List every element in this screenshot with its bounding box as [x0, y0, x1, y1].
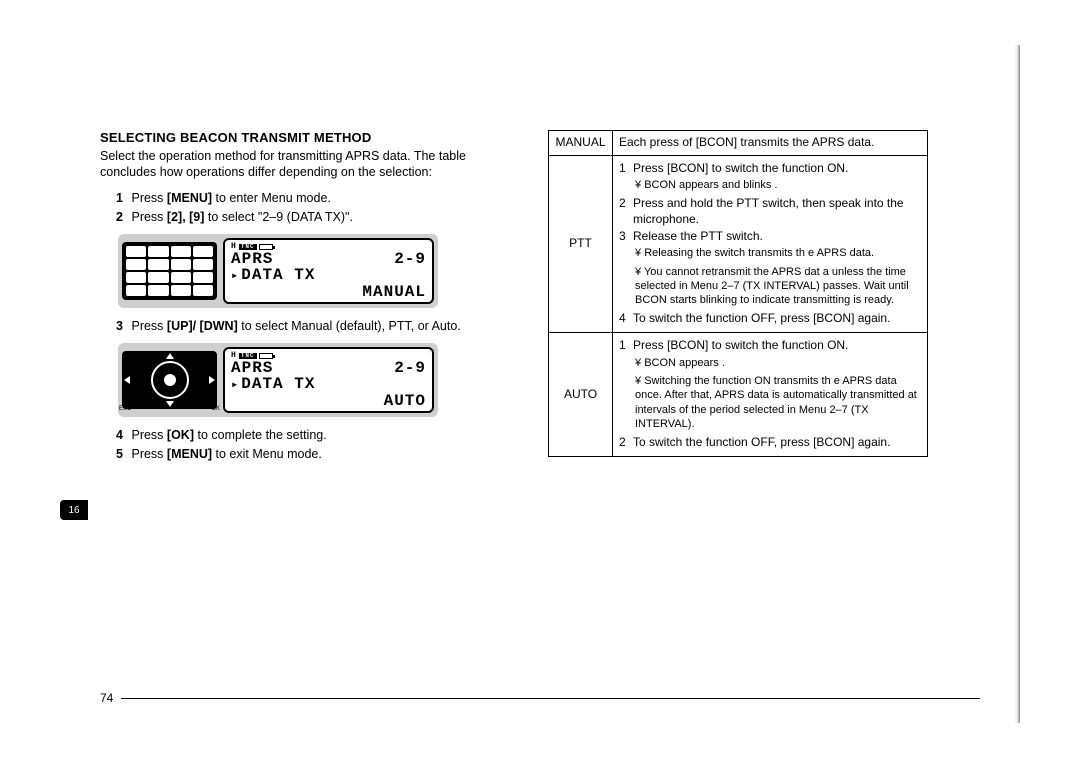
mode-cell-ptt: PTT — [549, 155, 613, 332]
step-number: 5 — [116, 446, 128, 463]
step-number: 4 — [116, 427, 128, 444]
section-tab-number: 16 — [68, 505, 79, 516]
keypad-icon — [122, 242, 217, 300]
lcd-line1-right: 2-9 — [394, 251, 426, 267]
lcd-mode-line: AUTO — [231, 393, 426, 409]
lcd-line-2: DATA TX — [231, 376, 426, 392]
transmit-modes-table: MANUAL Each press of [BCON] transmits th… — [548, 130, 928, 457]
auto-sub-2: Switching the function ON transmits th e… — [635, 374, 921, 431]
steps-1-2: 1 Press [MENU] to enter Menu mode. 2 Pre… — [100, 190, 520, 226]
footer-rule — [121, 698, 980, 699]
ptt-steps: 1Press [BCON] to switch the function ON. — [619, 161, 921, 177]
manual-page: 16 SELECTING BEACON TRANSMIT METHOD Sele… — [0, 0, 1080, 763]
ptt-step-1: Press [BCON] to switch the function ON. — [633, 161, 921, 177]
lcd-mode-line: MANUAL — [231, 284, 426, 300]
lcd-line2-left: DATA TX — [231, 267, 315, 283]
right-column: MANUAL Each press of [BCON] transmits th… — [548, 130, 928, 683]
step-text-post: to enter Menu mode. — [212, 191, 331, 205]
mode-desc-ptt: 1Press [BCON] to switch the function ON.… — [613, 155, 928, 332]
step-2: 2 Press [2], [9] to select "2–9 (DATA TX… — [116, 209, 520, 226]
steps-3: 3 Press [UP]/ [DWN] to select Manual (de… — [100, 318, 520, 335]
lcd-display-2: H TNC APRS 2-9 DATA TX AUTO — [223, 347, 434, 413]
table-row: AUTO 1Press [BCON] to switch the functio… — [549, 333, 928, 457]
step-text-post: to complete the setting. — [194, 428, 327, 442]
step-text-pre: Press — [131, 319, 166, 333]
auto-steps: 1Press [BCON] to switch the function ON. — [619, 338, 921, 354]
two-column-layout: 16 SELECTING BEACON TRANSMIT METHOD Sele… — [60, 45, 1020, 723]
step-number: 1 — [116, 190, 128, 207]
intro-paragraph: Select the operation method for transmit… — [100, 149, 520, 180]
step-text-pre: Press — [131, 428, 166, 442]
step-text-bold: [MENU] — [167, 447, 212, 461]
step-text-post: to select "2–9 (DATA TX)". — [204, 210, 353, 224]
lcd-display-1: H TNC APRS 2-9 DATA TX MANUAL — [223, 238, 434, 304]
ptt-sub-2: Releasing the switch transmits th e APRS… — [635, 246, 921, 260]
ptt-sub-3: You cannot retransmit the APRS dat a unl… — [635, 265, 921, 308]
lcd-line1-right: 2-9 — [394, 360, 426, 376]
battery-icon — [259, 244, 273, 250]
section-heading: SELECTING BEACON TRANSMIT METHOD — [100, 130, 520, 145]
step-text-post: to select Manual (default), PTT, or Auto… — [238, 319, 461, 333]
ptt-step-4: To switch the function OFF, press [BCON]… — [633, 311, 921, 327]
battery-icon — [259, 353, 273, 359]
step-5: 5 Press [MENU] to exit Menu mode. — [116, 446, 520, 463]
mode-cell-auto: AUTO — [549, 333, 613, 457]
auto-step-2: To switch the function OFF, press [BCON]… — [633, 435, 921, 451]
page-footer: 74 — [100, 691, 980, 705]
steps-4-5: 4 Press [OK] to complete the setting. 5 … — [100, 427, 520, 463]
lcd-line-2: DATA TX — [231, 267, 426, 283]
section-tab: 16 — [60, 500, 88, 520]
device-illustration-joypad: ESCOK H TNC APRS 2-9 DATA TX — [118, 343, 438, 417]
joypad-icon: ESCOK — [122, 351, 217, 409]
mode-desc-auto: 1Press [BCON] to switch the function ON.… — [613, 333, 928, 457]
page-shadow — [1014, 45, 1020, 723]
auto-step-1: Press [BCON] to switch the function ON. — [633, 338, 921, 354]
ptt-step-2: Press and hold the PTT switch, then spea… — [633, 196, 921, 227]
step-3: 3 Press [UP]/ [DWN] to select Manual (de… — [116, 318, 520, 335]
step-4: 4 Press [OK] to complete the setting. — [116, 427, 520, 444]
mode-cell-manual: MANUAL — [549, 131, 613, 156]
lcd-line2-left: DATA TX — [231, 376, 315, 392]
ptt-step-3: Release the PTT switch. — [633, 229, 921, 245]
left-column: 16 SELECTING BEACON TRANSMIT METHOD Sele… — [100, 130, 520, 683]
step-text-pre: Press — [131, 191, 166, 205]
lcd-line-1: APRS 2-9 — [231, 251, 426, 267]
table-row: MANUAL Each press of [BCON] transmits th… — [549, 131, 928, 156]
lcd-line-1: APRS 2-9 — [231, 360, 426, 376]
step-1: 1 Press [MENU] to enter Menu mode. — [116, 190, 520, 207]
ptt-sub-1: BCON appears and blinks . — [635, 178, 921, 192]
device-illustration-keypad: H TNC APRS 2-9 DATA TX MANUAL — [118, 234, 438, 308]
step-text-bold: [MENU] — [167, 191, 212, 205]
table-row: PTT 1Press [BCON] to switch the function… — [549, 155, 928, 332]
step-text-bold: [OK] — [167, 428, 194, 442]
auto-sub-1: BCON appears . — [635, 356, 921, 370]
step-number: 2 — [116, 209, 128, 226]
lcd-line1-left: APRS — [231, 360, 273, 376]
page-number: 74 — [100, 691, 113, 705]
step-text-pre: Press — [131, 210, 166, 224]
mode-desc-manual: Each press of [BCON] transmits the APRS … — [613, 131, 928, 156]
lcd-line1-left: APRS — [231, 251, 273, 267]
step-text-bold: [2], [9] — [167, 210, 205, 224]
step-number: 3 — [116, 318, 128, 335]
step-text-post: to exit Menu mode. — [212, 447, 322, 461]
step-text-pre: Press — [131, 447, 166, 461]
step-text-bold: [UP]/ [DWN] — [167, 319, 238, 333]
